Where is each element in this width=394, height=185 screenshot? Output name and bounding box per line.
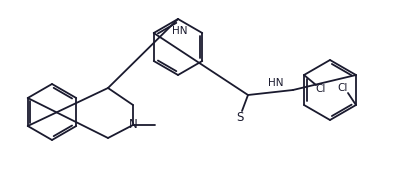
Text: N: N	[128, 119, 138, 132]
Text: Cl: Cl	[338, 83, 348, 93]
Text: HN: HN	[172, 26, 187, 36]
Text: HN: HN	[268, 78, 284, 88]
Text: Cl: Cl	[316, 84, 326, 94]
Text: S: S	[236, 110, 243, 124]
